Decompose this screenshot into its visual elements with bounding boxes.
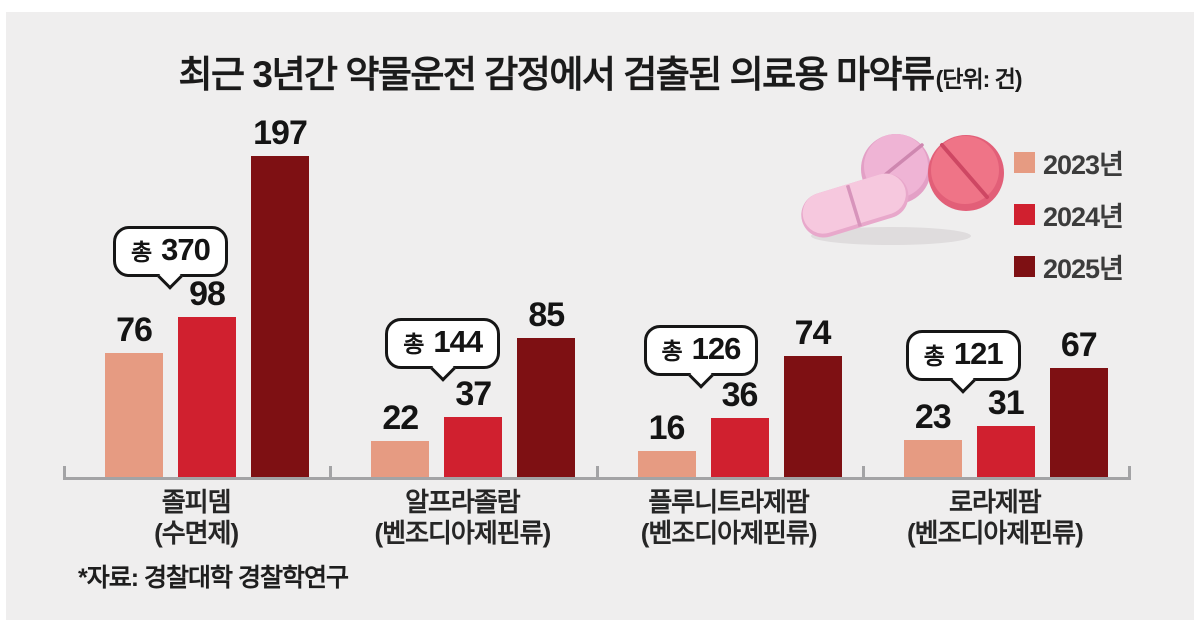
bar-value-label: 85 (528, 296, 565, 334)
category-label: 알프라졸람 (벤조디아제핀류) (329, 487, 595, 549)
capsule-icon (801, 173, 909, 238)
bar-value-label: 67 (1060, 326, 1098, 364)
bar-2025년 (251, 156, 309, 477)
bar-group-4: 총 121 23 31 67 (862, 120, 1128, 477)
total-value: 121 (953, 336, 1004, 371)
bar-2023년 (371, 441, 430, 477)
category-subname: (수면제) (154, 518, 239, 548)
bar-value-label: 22 (382, 399, 419, 437)
bar-column-2025년: 197 (251, 114, 309, 477)
category-name: 로라제팜 (949, 487, 1042, 517)
bar-column-2024년: 36 (710, 376, 769, 477)
bar-2023년 (105, 353, 163, 477)
bar-2023년 (637, 451, 696, 477)
bar-column-2023년: 23 (903, 398, 962, 477)
category-subname: (벤조디아제핀류) (374, 518, 551, 548)
bar-column-2023년: 16 (637, 409, 696, 477)
bar-column-2025년: 85 (517, 296, 576, 477)
title-unit: (단위: 건) (935, 66, 1023, 92)
bar-2024년 (710, 418, 769, 477)
bar-group-3: 총 126 16 36 74 (596, 120, 862, 477)
total-prefix-label: 총 (131, 239, 153, 265)
bar-group-1: 총 370 76 98 197 (63, 114, 329, 477)
category-label: 졸피뎀 (수면제) (63, 487, 329, 549)
total-bubble: 총 126 (643, 325, 759, 376)
category-name: 졸피뎀 (161, 487, 232, 517)
bar-column-2023년: 22 (371, 399, 430, 477)
bar-column-2025년: 67 (1049, 326, 1108, 477)
legend-swatch-2024년 (1014, 204, 1035, 225)
bar-group-2: 총 144 22 37 85 (329, 120, 595, 477)
bar-2025년 (517, 338, 576, 477)
category-labels: 졸피뎀 (수면제) 알프라졸람 (벤조디아제핀류) 플루니트라제팜 (벤조디아제핀류) 로라… (63, 487, 1128, 549)
bar-value-label: 37 (455, 375, 492, 413)
bar-2023년 (903, 440, 962, 477)
bar-value-label: 76 (116, 311, 153, 349)
total-value: 126 (691, 331, 742, 366)
category-subname: (벤조디아제핀류) (640, 518, 818, 548)
axis-tick (63, 466, 66, 477)
axis-tick (329, 466, 332, 477)
total-prefix-label: 총 (403, 331, 425, 357)
bar-value-label: 23 (914, 398, 952, 436)
bars-row: 76 98 197 (105, 114, 309, 477)
category-label: 플루니트라제팜 (벤조디아제핀류) (596, 487, 862, 549)
axis-tick (596, 466, 599, 477)
bar-column-2023년: 76 (105, 311, 163, 477)
chart-groups: 총 370 76 98 197 총 144 22 37 85 총 126 16 36 74 총 121 23 31 6… (63, 114, 1128, 477)
total-prefix-label: 총 (661, 338, 683, 364)
bar-value-label: 98 (189, 275, 226, 313)
category-name: 알프라졸람 (405, 487, 521, 517)
total-value: 370 (161, 232, 211, 267)
total-value: 144 (433, 324, 483, 359)
bar-2024년 (976, 426, 1035, 477)
bar-column-2024년: 98 (178, 275, 236, 477)
bar-value-label: 74 (794, 314, 832, 352)
bars-row: 23 31 67 (903, 326, 1108, 477)
axis-tick (1128, 466, 1131, 477)
legend-swatch-2025년 (1014, 256, 1035, 277)
bar-2025년 (783, 356, 842, 477)
bar-value-label: 36 (721, 376, 759, 414)
total-bubble: 총 121 (905, 330, 1021, 381)
source-note: *자료: 경찰대학 경찰학연구 (78, 564, 349, 592)
category-label: 로라제팜 (벤조디아제핀류) (862, 487, 1128, 549)
axis-tick (862, 466, 865, 477)
chart-background-panel (6, 12, 1194, 620)
legend-swatch-2023년 (1014, 152, 1035, 173)
bar-2024년 (444, 417, 503, 477)
bars-row: 22 37 85 (371, 296, 576, 477)
total-prefix-label: 총 (923, 343, 945, 369)
legend: 2023년 2024년 2025년 (1014, 143, 1124, 286)
bar-2025년 (1049, 368, 1108, 477)
title-text: 최근 3년간 약물운전 감정에서 검출된 의료용 마약류 (178, 54, 936, 95)
bars-row: 16 36 74 (637, 314, 842, 477)
category-subname: (벤조디아제핀류) (906, 518, 1084, 548)
total-bubble: 총 370 (113, 226, 228, 277)
page-title: 최근 3년간 약물운전 감정에서 검출된 의료용 마약류(단위: 건) (0, 44, 1200, 98)
legend-item: 2024년 (1014, 195, 1124, 234)
bar-value-label: 197 (253, 114, 308, 152)
bar-value-label: 31 (987, 384, 1025, 422)
pills-icon (801, 134, 1004, 245)
bar-column-2024년: 37 (444, 375, 503, 477)
category-name: 플루니트라제팜 (648, 487, 809, 517)
legend-item: 2023년 (1014, 143, 1124, 182)
x-axis (63, 466, 1131, 480)
tablet-rose-icon (928, 135, 1004, 211)
pill-shadow (811, 227, 971, 245)
bar-column-2025년: 74 (783, 314, 842, 477)
total-bubble: 총 144 (385, 318, 501, 369)
legend-label: 2023년 (1043, 150, 1124, 180)
bar-2024년 (178, 317, 236, 477)
legend-label: 2025년 (1043, 254, 1124, 284)
bar-chart: 총 370 76 98 197 총 144 22 37 85 총 126 16 36 74 총 121 23 31 6… (63, 114, 1128, 477)
legend-label: 2024년 (1043, 202, 1124, 232)
bar-column-2024년: 31 (976, 384, 1035, 477)
bar-value-label: 16 (648, 409, 686, 447)
legend-item: 2025년 (1014, 247, 1124, 286)
